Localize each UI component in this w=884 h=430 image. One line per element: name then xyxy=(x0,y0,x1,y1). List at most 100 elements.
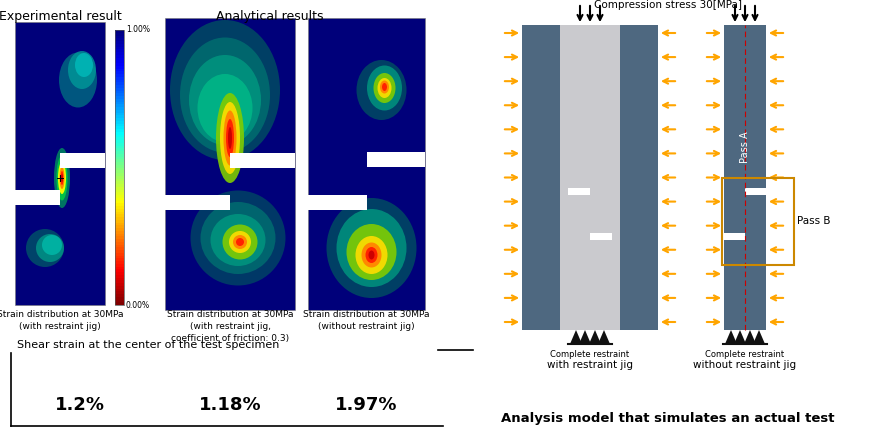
Bar xyxy=(115,95,124,99)
Bar xyxy=(115,255,124,258)
Bar xyxy=(115,266,124,269)
Polygon shape xyxy=(570,330,582,344)
Bar xyxy=(115,30,124,33)
Bar xyxy=(115,184,124,187)
Bar xyxy=(115,93,124,96)
Polygon shape xyxy=(753,330,765,344)
Ellipse shape xyxy=(337,209,407,287)
Bar xyxy=(115,249,124,253)
Bar xyxy=(568,188,590,195)
Bar xyxy=(115,192,124,195)
Bar xyxy=(115,227,124,231)
Bar xyxy=(115,32,124,36)
Ellipse shape xyxy=(362,243,382,267)
Bar xyxy=(115,211,124,214)
Bar xyxy=(115,40,124,44)
Polygon shape xyxy=(744,330,756,344)
Bar xyxy=(115,98,124,101)
Bar xyxy=(60,153,105,168)
Bar xyxy=(590,233,612,240)
Bar xyxy=(115,104,124,107)
Bar xyxy=(115,112,124,115)
Ellipse shape xyxy=(229,231,251,253)
Ellipse shape xyxy=(75,53,93,77)
Bar xyxy=(115,115,124,118)
Ellipse shape xyxy=(36,234,64,262)
Bar xyxy=(115,49,124,52)
Ellipse shape xyxy=(224,111,237,166)
Ellipse shape xyxy=(189,55,261,145)
Ellipse shape xyxy=(380,80,389,93)
Bar xyxy=(115,214,124,217)
Bar xyxy=(115,216,124,220)
Text: Complete restraint: Complete restraint xyxy=(551,350,629,359)
Bar xyxy=(115,178,124,181)
Bar xyxy=(115,283,124,286)
Bar xyxy=(115,271,124,275)
Bar xyxy=(15,190,60,205)
Bar xyxy=(115,46,124,49)
Bar xyxy=(115,129,124,132)
Bar xyxy=(620,25,658,330)
Bar xyxy=(115,239,124,242)
Bar xyxy=(308,195,367,210)
Text: Shear strain at the center of the test specimen: Shear strain at the center of the test s… xyxy=(17,340,279,350)
Bar xyxy=(115,219,124,222)
Ellipse shape xyxy=(382,83,387,91)
Bar xyxy=(115,52,124,55)
Bar xyxy=(115,117,124,121)
Bar xyxy=(522,25,560,330)
Bar xyxy=(115,74,124,77)
Bar xyxy=(230,153,295,168)
Bar xyxy=(115,107,124,110)
Ellipse shape xyxy=(216,93,244,183)
Text: 1.97%: 1.97% xyxy=(335,396,397,414)
Bar xyxy=(115,233,124,236)
Bar xyxy=(115,244,124,247)
Ellipse shape xyxy=(326,198,416,298)
Ellipse shape xyxy=(377,78,392,98)
Bar xyxy=(115,291,124,294)
Ellipse shape xyxy=(68,51,96,89)
Ellipse shape xyxy=(59,167,65,189)
Bar xyxy=(115,159,124,162)
Text: 1.00%: 1.00% xyxy=(126,25,150,34)
Bar xyxy=(115,302,124,305)
Bar xyxy=(115,30,124,305)
Ellipse shape xyxy=(223,224,257,259)
Bar xyxy=(115,203,124,206)
Bar xyxy=(115,57,124,60)
Bar xyxy=(115,162,124,165)
Bar xyxy=(115,252,124,255)
Bar xyxy=(115,225,124,228)
Ellipse shape xyxy=(180,37,270,153)
Polygon shape xyxy=(734,330,746,344)
Bar xyxy=(115,68,124,71)
Bar xyxy=(115,65,124,68)
Bar xyxy=(115,76,124,80)
Bar xyxy=(115,123,124,126)
Bar xyxy=(165,195,230,210)
Bar xyxy=(115,172,124,176)
Bar xyxy=(115,148,124,151)
Bar xyxy=(115,189,124,192)
Bar xyxy=(115,120,124,123)
Ellipse shape xyxy=(228,127,232,149)
Bar xyxy=(115,222,124,225)
Text: Pass B: Pass B xyxy=(797,216,830,227)
Bar xyxy=(115,181,124,184)
Text: Pass A: Pass A xyxy=(740,132,750,163)
Bar xyxy=(723,233,745,240)
Ellipse shape xyxy=(201,202,276,274)
Bar xyxy=(115,137,124,140)
Text: without restraint jig: without restraint jig xyxy=(693,360,796,370)
Text: 0.00%: 0.00% xyxy=(126,301,150,310)
Text: Experimental result: Experimental result xyxy=(0,10,121,23)
Text: Strain distribution at 30MPa
(with restraint jig,
coefficient of friction: 0.3): Strain distribution at 30MPa (with restr… xyxy=(167,310,293,343)
Bar xyxy=(115,186,124,190)
Ellipse shape xyxy=(59,52,97,108)
Ellipse shape xyxy=(356,60,407,120)
Bar xyxy=(115,263,124,267)
Bar xyxy=(367,152,425,167)
Bar xyxy=(115,164,124,168)
